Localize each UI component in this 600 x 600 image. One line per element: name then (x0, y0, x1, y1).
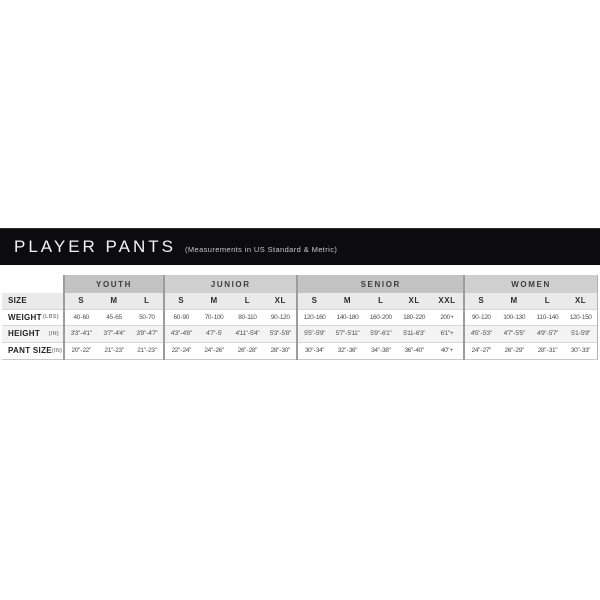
pant-size-cell: 21" - 23" (97, 341, 131, 360)
spacer-cell (2, 275, 64, 293)
pant-size-cell: 40" + (430, 341, 465, 360)
weight-cell: 40 - 60 (62, 308, 98, 325)
weight-cell: 100 - 130 (497, 308, 531, 325)
height-cell: 4'3" - 4'8" (163, 324, 198, 342)
page-subtitle: (Measurements in US Standard & Metric) (184, 245, 338, 254)
height-cell: 3'9" - 4'7" (130, 324, 165, 342)
pant-size-cell: 28" - 30" (264, 341, 298, 360)
weight-cell: 200 + (430, 308, 465, 325)
pant-size-cell: 26" - 28" (230, 341, 265, 360)
weight-cell: 70 - 100 (197, 308, 231, 325)
height-cell: 5'9" - 6'1" (364, 324, 398, 342)
height-cell: 4'5" - 5'3" (463, 324, 498, 342)
pant-size-cell: 24" - 27" (463, 341, 498, 360)
weight-cell: 140 - 180 (330, 308, 365, 325)
size-cell: XXL (438, 296, 456, 306)
weight-cell: 90 - 120 (463, 308, 498, 325)
title-bar: PLAYER PANTS (Measurements in US Standar… (0, 228, 600, 265)
pant-size-cell: 21" - 23" (130, 341, 165, 360)
height-cell: 4'7" - 5'5" (497, 324, 531, 342)
weight-cell: 110 - 140 (530, 308, 565, 325)
size-cell: XL (564, 293, 599, 309)
height-cell: 4'7" - 5' (197, 324, 231, 342)
pant-size-cell: 20" - 22" (62, 341, 98, 360)
row-label: PANT SIZE (8, 346, 52, 355)
group-header-women: WOMEN (463, 275, 599, 293)
size-cell: L (144, 296, 150, 306)
height-cell: 5'7" - 5'11" (330, 324, 365, 342)
group-header-senior: SENIOR (296, 275, 465, 293)
page-title: PLAYER PANTS (14, 237, 176, 256)
height-cell: 4'11" - 5'4" (230, 324, 265, 342)
size-cell: XL (408, 296, 420, 306)
size-cell: L (378, 296, 384, 306)
size-cell: S (296, 293, 331, 309)
row-label-unit: (IN) (51, 347, 63, 354)
pant-size-cell: 22" - 24" (163, 341, 198, 360)
size-cell: L (244, 296, 251, 306)
pant-size-cell: 26" - 29" (497, 341, 531, 360)
size-cell: M (343, 296, 351, 306)
size-cell: M (210, 296, 218, 306)
height-cell: 3'7" - 4'4" (97, 324, 131, 342)
row-label-pant-size: PANT SIZE (IN) (2, 341, 64, 360)
weight-cell: 120 - 160 (296, 308, 331, 325)
height-cell: 5'5" - 5'9" (296, 324, 331, 342)
weight-cell: 120 - 150 (564, 308, 599, 325)
height-cell: 6'1" + (430, 324, 465, 342)
row-label-unit: (LBS) (42, 314, 59, 320)
row-label-unit: (IN) (48, 330, 59, 337)
height-cell: 4'9" - 5'7" (530, 324, 565, 342)
height-cell: 5'1 - 5'9" (564, 324, 599, 342)
size-cell: M (510, 296, 518, 306)
pant-size-cell: 28" - 31" (530, 341, 565, 360)
row-label-weight: WEIGHT (LBS) (2, 308, 64, 325)
pant-size-cell: 32" - 36" (330, 341, 365, 360)
size-cell: M (110, 296, 118, 306)
row-label-height: HEIGHT (IN) (2, 324, 64, 342)
pant-size-cell: 34" - 38" (364, 341, 398, 360)
weight-cell: 45 - 65 (97, 308, 131, 325)
height-row: HEIGHT (IN) 3'3" - 4'1" 3'7" - 4'4" 3'9"… (2, 324, 599, 342)
row-label-size: SIZE (2, 293, 64, 309)
pant-size-cell: 30" - 34" (296, 341, 331, 360)
weight-cell: 50 - 70 (130, 308, 165, 325)
group-header-junior: JUNIOR (163, 275, 298, 293)
row-label: HEIGHT (8, 329, 41, 338)
group-header-youth: YOUTH (62, 275, 165, 293)
size-chart-table: YOUTH JUNIOR SENIOR WOMEN SIZE S M L S M… (2, 275, 599, 360)
row-label: SIZE (8, 296, 27, 306)
size-cell: S (163, 293, 198, 309)
size-cell: S (62, 293, 98, 309)
size-cell: S (463, 293, 498, 309)
weight-cell: 180 - 220 (397, 308, 431, 325)
height-cell: 5'3" - 5'8" (264, 324, 298, 342)
pant-size-cell: 30" - 33" (564, 341, 599, 360)
pant-size-cell: 36" - 40" (397, 341, 431, 360)
height-cell: 5'11 - 6'3" (397, 324, 431, 342)
group-header-row: YOUTH JUNIOR SENIOR WOMEN (2, 275, 599, 293)
weight-cell: 80 - 110 (230, 308, 265, 325)
weight-row: WEIGHT (LBS) 40 - 60 45 - 65 50 - 70 60 … (2, 308, 599, 325)
row-label: WEIGHT (8, 312, 42, 322)
weight-cell: 160 - 200 (364, 308, 398, 325)
weight-cell: 90 - 120 (264, 308, 298, 325)
height-cell: 3'3" - 4'1" (62, 324, 98, 342)
weight-cell: 60 - 90 (163, 308, 198, 325)
size-cell: XL (274, 296, 286, 306)
pant-size-cell: 24" - 26" (197, 341, 231, 360)
size-cell: L (544, 296, 551, 306)
size-row: SIZE S M L S M L XL S M L XL XXL S M L X… (2, 293, 599, 309)
pant-size-row: PANT SIZE (IN) 20" - 22" 21" - 23" 21" -… (2, 341, 599, 360)
